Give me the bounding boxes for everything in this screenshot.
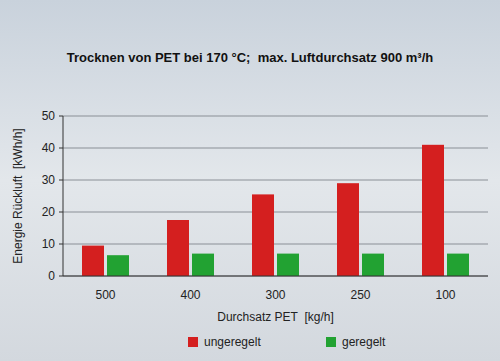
chart-container: Trocknen von PET bei 170 °C; max. Luftdu…	[0, 0, 500, 361]
bar	[277, 254, 299, 276]
bar	[107, 255, 129, 276]
bar	[422, 145, 444, 276]
background	[0, 0, 500, 361]
bar	[252, 194, 274, 276]
x-tick-label: 100	[435, 288, 455, 302]
title: Trocknen von PET bei 170 °C; max. Luftdu…	[67, 50, 433, 65]
bar	[192, 254, 214, 276]
bars	[82, 145, 469, 276]
legend-swatch	[326, 337, 336, 347]
x-axis-label: Durchsatz PET [kg/h]	[217, 310, 334, 324]
y-tick	[59, 276, 63, 277]
bar	[167, 220, 189, 276]
y-tick	[59, 244, 63, 245]
bar	[82, 246, 104, 276]
grid-line	[63, 276, 488, 277]
x-tick-label: 250	[350, 288, 370, 302]
y-tick-label: 50	[42, 109, 56, 123]
y-axis-label: Energie Rückluft [kWh/h]	[11, 128, 25, 263]
x-tick-label: 300	[265, 288, 285, 302]
grid-line	[63, 116, 488, 117]
legend-swatch	[188, 337, 198, 347]
legend-label: geregelt	[342, 335, 386, 349]
y-axis	[63, 116, 64, 276]
bar	[337, 183, 359, 276]
legend-label: ungeregelt	[204, 335, 261, 349]
bar	[362, 254, 384, 276]
y-tick	[59, 116, 63, 117]
bar	[447, 254, 469, 276]
y-tick-label: 20	[42, 205, 56, 219]
y-tick	[59, 212, 63, 213]
y-tick	[59, 148, 63, 149]
chart-svg: Trocknen von PET bei 170 °C; max. Luftdu…	[0, 0, 500, 361]
x-tick-label: 500	[95, 288, 115, 302]
y-tick	[59, 180, 63, 181]
x-axis	[63, 276, 488, 277]
y-tick-label: 40	[42, 141, 56, 155]
x-tick-label: 400	[180, 288, 200, 302]
y-tick-label: 30	[42, 173, 56, 187]
y-tick-label: 0	[48, 269, 55, 283]
y-tick-label: 10	[42, 237, 56, 251]
